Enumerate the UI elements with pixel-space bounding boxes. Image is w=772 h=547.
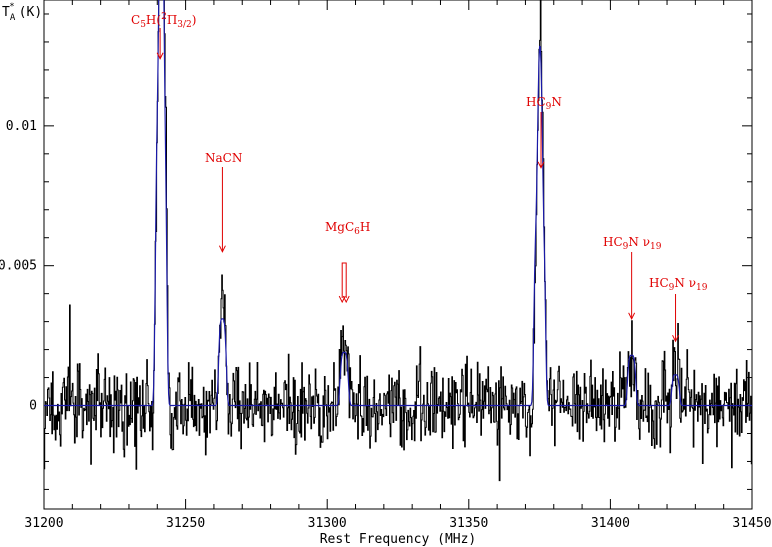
x-tick-labels: 31200 31250 31300 31350 31400 31450	[24, 516, 771, 531]
annotation-arrowhead-hc9n-v19-b	[672, 334, 679, 343]
annotation-arrowhead-hc9n	[537, 161, 545, 169]
x-tick-label: 31250	[166, 516, 205, 531]
annotation-hc9n: HC9N	[526, 95, 562, 112]
annotation-label-hc9n-v19-b: HC9N ν19	[649, 276, 708, 293]
x-axis-title: Rest Frequency (MHz)	[320, 532, 477, 547]
annotation-c5h: C5H(2Π3/2)	[131, 12, 196, 30]
annotation-label-c5h: C5H(2Π3/2)	[131, 12, 196, 30]
y-tick-labels: 0 0.005 0.01	[0, 119, 37, 414]
annotation-label-nacn: NaCN	[205, 151, 242, 165]
annotation-label-hc9n: HC9N	[526, 95, 562, 112]
annotation-label-mgc6h: MgC6H	[325, 220, 370, 237]
y-tick-label: 0.005	[0, 259, 37, 274]
x-tick-label: 31450	[732, 516, 771, 531]
annotation-arrowhead-hc9n-v19-a	[628, 312, 636, 320]
annotation-label-hc9n-v19-a: HC9N ν19	[603, 235, 662, 252]
annotation-mgc6h: MgC6H	[325, 220, 370, 237]
plot-frame	[43, 0, 753, 510]
y-tick-label: 0	[29, 399, 37, 414]
x-tick-label: 31400	[591, 516, 630, 531]
annotation-arrowhead-c5h	[156, 52, 164, 60]
annotation-hc9n-v19-b: HC9N ν19	[649, 276, 708, 293]
axis-ticks	[43, 0, 753, 509]
x-tick-label: 31200	[24, 516, 63, 531]
annotation-arrowhead-nacn	[218, 245, 226, 253]
annotation-nacn: NaCN	[205, 151, 242, 165]
y-tick-label: 0.01	[6, 119, 37, 134]
annotation-bracket-mgc6h	[341, 262, 347, 299]
x-tick-label: 31350	[449, 516, 488, 531]
model-fit-line	[44, 0, 752, 407]
annotation-hc9n-v19-a: HC9N ν19	[603, 235, 662, 252]
line-annotations: C5H(2Π3/2) NaCN MgC6H HC9N HC9N ν19 HC9N…	[131, 12, 708, 293]
annotation-arrows	[156, 28, 679, 343]
y-axis-title: TA* (K)	[2, 2, 42, 23]
annotation-arrowhead-mgc6h	[342, 295, 350, 304]
x-tick-label: 31300	[308, 516, 347, 531]
